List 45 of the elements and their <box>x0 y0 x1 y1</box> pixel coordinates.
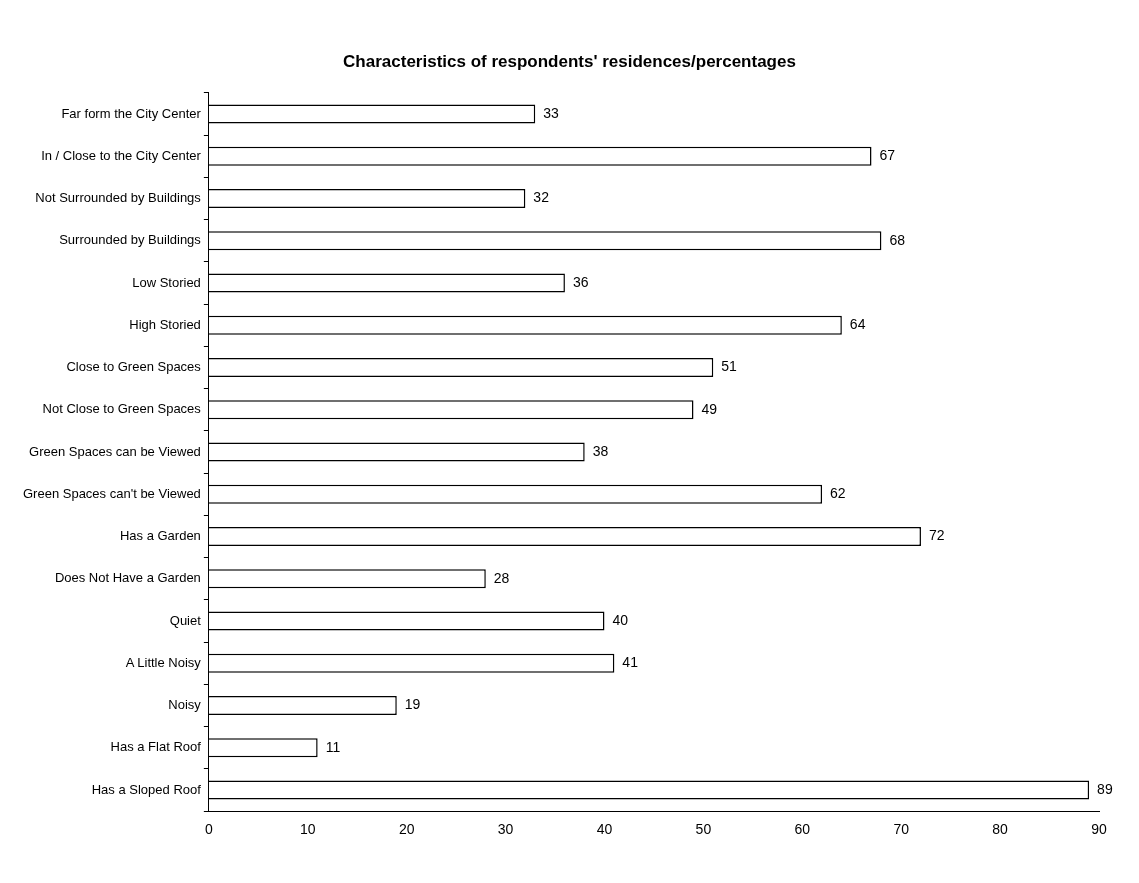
x-tick-label: 10 <box>299 821 316 838</box>
data-label: 19 <box>404 696 421 713</box>
y-tick-label: Does Not Have a Garden <box>54 570 201 586</box>
y-tick-label: Not Surrounded by Buildings <box>35 190 202 206</box>
data-label: 36 <box>572 273 589 290</box>
data-label: 28 <box>493 569 510 586</box>
data-label: 38 <box>592 442 609 459</box>
data-label: 33 <box>543 104 560 121</box>
y-tick-label: A Little Noisy <box>125 654 202 670</box>
data-label: 11 <box>325 738 341 755</box>
y-tick-label: Has a Flat Roof <box>110 739 202 755</box>
x-tick-label: 20 <box>398 821 415 838</box>
x-tick-label: 0 <box>204 821 213 838</box>
y-tick-label: Green Spaces can be Viewed <box>29 443 201 459</box>
y-tick-label: Quiet <box>169 612 202 628</box>
x-tick-label: 70 <box>893 821 910 838</box>
data-label: 32 <box>533 189 550 206</box>
data-label: 67 <box>879 147 896 164</box>
data-label: 41 <box>622 654 639 671</box>
data-label: 51 <box>721 358 738 375</box>
x-tick-label: 80 <box>992 821 1009 838</box>
y-tick-label: Green Spaces can't be Viewed <box>23 485 201 501</box>
x-tick-label: 30 <box>497 821 514 838</box>
y-tick-label: High Storied <box>129 316 201 332</box>
data-label: 62 <box>830 485 846 502</box>
y-tick-label: Surrounded by Buildings <box>59 232 202 248</box>
y-tick-label: Has a Garden <box>119 528 201 544</box>
data-label: 68 <box>889 231 906 248</box>
data-label: 49 <box>701 400 718 417</box>
data-label: 72 <box>928 527 945 544</box>
y-tick-label: Low Storied <box>132 274 201 290</box>
data-label: 64 <box>849 316 866 333</box>
data-label: 89 <box>1097 780 1113 797</box>
x-tick-label: 90 <box>1091 821 1107 838</box>
x-tick-label: 50 <box>695 821 712 838</box>
chart-title: Characteristics of respondents' residences/percentages <box>342 52 797 73</box>
x-tick-label: 40 <box>596 821 613 838</box>
y-tick-label: Close to Green Spaces <box>66 359 202 375</box>
y-tick-label: Far form the City Center <box>61 105 202 121</box>
y-tick-label: Not Close to Green Spaces <box>42 401 202 417</box>
y-tick-label: Noisy <box>168 697 202 713</box>
y-tick-label: In / Close to the City Center <box>41 147 202 163</box>
data-label: 40 <box>612 611 629 628</box>
y-tick-label: Has a Sloped Roof <box>91 781 202 797</box>
x-tick-label: 60 <box>794 821 811 838</box>
